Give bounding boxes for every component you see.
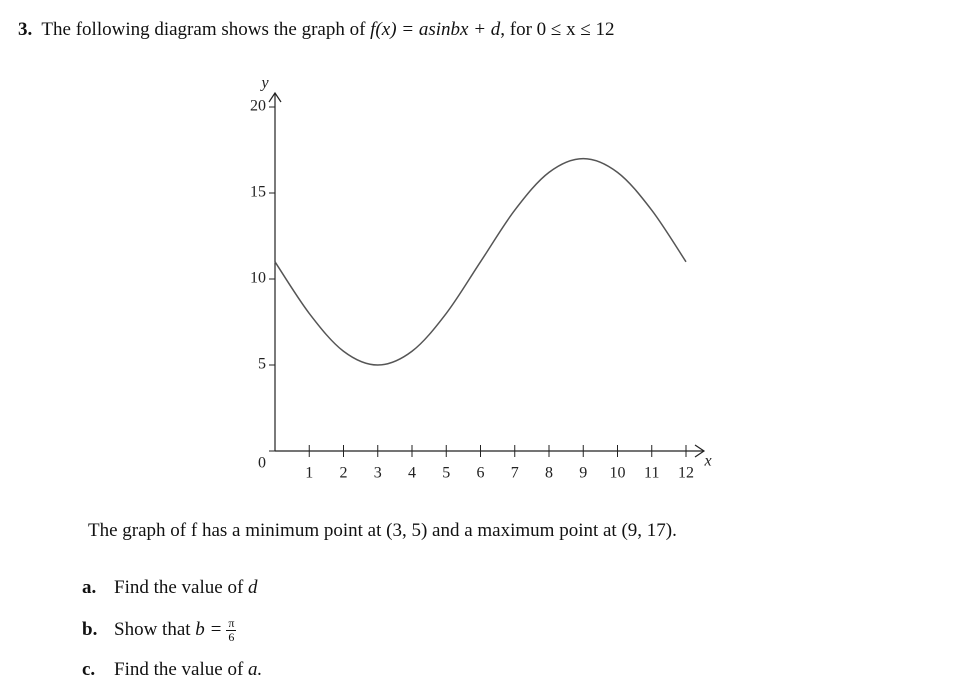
x-tick-label: 11 xyxy=(644,465,659,482)
y-arrow xyxy=(268,91,282,103)
x-tick-label: 8 xyxy=(545,465,553,482)
y-tick-label: 5 xyxy=(258,356,266,373)
part-label: a. xyxy=(82,577,97,598)
formula: f(x) = asinbx + d xyxy=(370,19,501,40)
x-tick-label: 3 xyxy=(374,465,382,482)
part-math: b = xyxy=(195,618,223,640)
question-number: 3. xyxy=(18,19,33,40)
x-tick-label: 9 xyxy=(579,465,587,482)
part-math: a. xyxy=(248,659,263,680)
part-label: b. xyxy=(82,618,98,640)
part-c: c. Find the value of a. xyxy=(82,659,262,681)
question-line: 3. The following diagram shows the graph… xyxy=(18,19,615,41)
x-tick-label: 10 xyxy=(610,465,626,482)
part-math: d xyxy=(248,577,258,598)
y-tick-label: 10 xyxy=(250,270,266,287)
question-intro: The following diagram shows the graph of xyxy=(41,19,366,40)
part-text: Find the value of xyxy=(114,659,244,680)
x-axis-label: x xyxy=(703,453,711,470)
x-tick-label: 5 xyxy=(442,465,450,482)
x-tick-label: 1 xyxy=(305,465,313,482)
x-tick-label: 2 xyxy=(340,465,348,482)
part-a: a. Find the value of d xyxy=(82,577,258,599)
part-b: b. Show that b = π 6 xyxy=(82,616,237,644)
x-tick-label: 7 xyxy=(511,465,519,482)
domain: , for 0 ≤ x ≤ 12 xyxy=(500,19,615,40)
x-tick-label: 12 xyxy=(678,465,694,482)
y-tick-label: 0 xyxy=(258,455,266,472)
part-text: Find the value of xyxy=(114,577,244,598)
y-tick-label: 15 xyxy=(250,184,266,201)
part-text: Show that xyxy=(114,618,191,640)
x-tick-label: 4 xyxy=(408,465,416,482)
x-arrow xyxy=(694,444,706,458)
part-label: c. xyxy=(82,659,96,680)
y-tick-label: 20 xyxy=(250,98,266,115)
denominator: 6 xyxy=(228,630,235,644)
x-tick-label: 6 xyxy=(477,465,485,482)
y-axis-label: y xyxy=(259,75,269,92)
numerator: π xyxy=(226,616,237,631)
curve xyxy=(274,157,687,366)
statement: The graph of f has a minimum point at (3… xyxy=(88,520,677,541)
